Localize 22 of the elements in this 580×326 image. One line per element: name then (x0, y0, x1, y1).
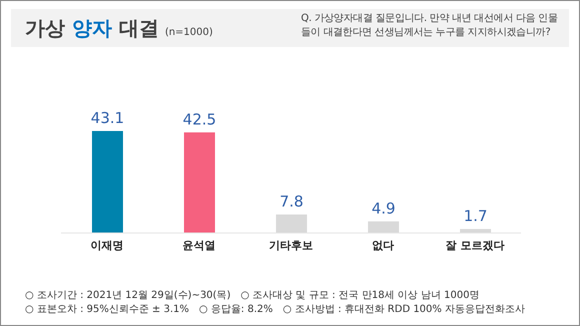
text: ○ 조사기간 : 2021년 12월 29일(수)~30(목) (25, 289, 231, 302)
bar (276, 214, 307, 233)
x-tick-label: 잘 모르겠다 (446, 238, 504, 252)
text: ○ 응답율: 8.2% (199, 303, 273, 316)
x-tick-label: 윤석열 (182, 238, 216, 252)
bar (368, 221, 399, 233)
bar (184, 132, 215, 233)
text: Q. 가상양자대결 질문입니다. 만약 내년 대선에서 다음 인물들이 대결한다면 선생님께서는 누구를 지지하시겠습니까? (301, 12, 559, 40)
text: ○ 조사대상 및 규모 : 전국 만18세 이상 남녀 1000명 (240, 289, 480, 302)
data-label: 43.1 (90, 108, 124, 127)
chart-title: 가상 양자 대결 (25, 16, 159, 40)
bar (92, 130, 123, 233)
data-label: 1.7 (464, 206, 488, 225)
text: ○ 표본오차 : 95%신뢰수준 ± 3.1% (25, 303, 189, 316)
x-tick-label: 없다 (372, 238, 394, 252)
data-label: 4.9 (372, 199, 396, 218)
text: ○ 조사방법 : 휴대전화 RDD 100% 자동응답전화조사 (282, 303, 525, 316)
x-tick-label: 이재명 (90, 238, 124, 252)
x-tick-label: 기타후보 (269, 238, 313, 252)
data-label: 7.8 (280, 192, 304, 211)
data-label: 42.5 (182, 110, 216, 128)
chart-subtitle: (n=1000) (164, 27, 213, 38)
